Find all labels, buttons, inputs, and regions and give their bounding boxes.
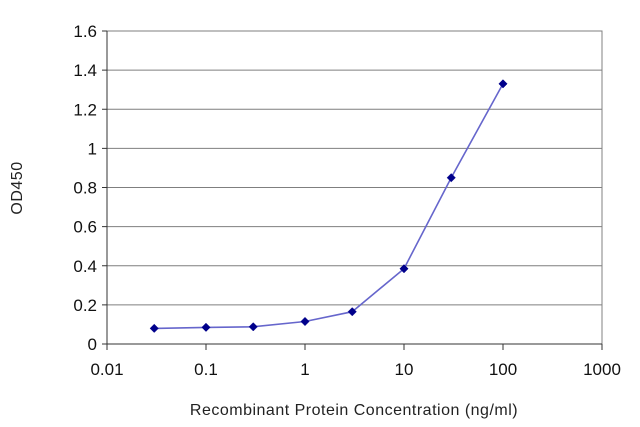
x-axis-title: Recombinant Protein Concentration (ng/ml… (190, 402, 518, 419)
y-tick-label: 0 (88, 335, 97, 354)
y-tick-label: 1.2 (73, 100, 97, 119)
data-point (201, 322, 211, 332)
x-tick-label: 0.01 (90, 360, 123, 379)
data-point (300, 316, 310, 327)
axes (102, 30, 603, 350)
data-point (149, 323, 159, 333)
y-tick-label: 0.2 (73, 296, 97, 315)
x-tick-label: 100 (489, 360, 517, 379)
data-point (248, 322, 258, 332)
series-line (154, 83, 504, 330)
y-tick-label: 1.4 (73, 61, 97, 80)
x-tick-label: 10 (395, 360, 414, 379)
gridlines (107, 30, 602, 306)
series-layer (149, 79, 508, 333)
y-tick-label: 1 (88, 139, 97, 158)
x-tick-label: 1 (300, 360, 309, 379)
data-point (399, 264, 409, 274)
y-axis-title: OD450 (9, 161, 26, 214)
y-tick-label: 1.6 (73, 22, 97, 41)
y-tick-labels: 0 0.2 0.4 0.6 0.8 1 1.2 1.4 1.6 (73, 22, 97, 354)
y-tick-label: 0.4 (73, 257, 97, 276)
y-tick-label: 0.6 (73, 218, 97, 237)
data-point (347, 307, 357, 317)
data-point (498, 79, 508, 89)
data-point (446, 173, 456, 183)
x-tick-label: 1000 (583, 360, 621, 379)
x-tick-label: 0.1 (194, 360, 218, 379)
y-tick-label: 0.8 (73, 179, 97, 198)
x-tick-labels: 0.01 0.1 1 10 100 1000 (90, 360, 620, 379)
